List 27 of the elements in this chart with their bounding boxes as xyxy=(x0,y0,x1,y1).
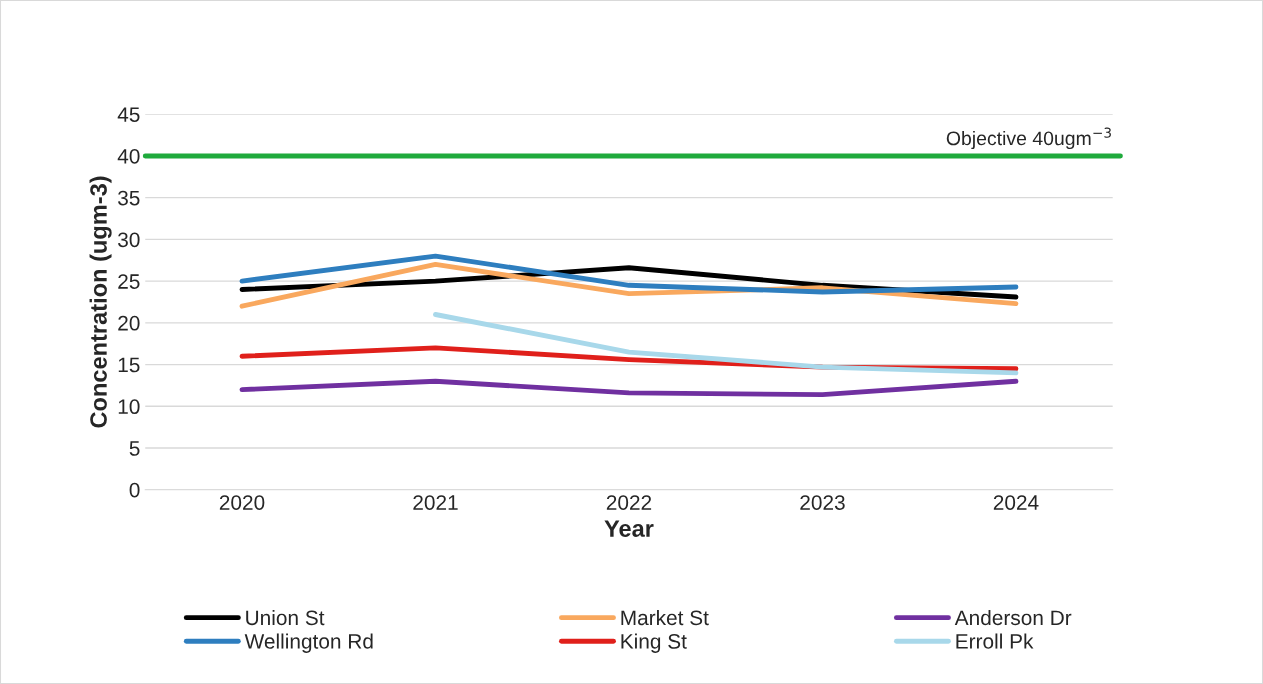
ref-line-label: Objective 40ugm$^{−3}$ xyxy=(946,127,1111,150)
legend-label: Wellington Rd xyxy=(244,633,373,653)
y-tick-label: 40 xyxy=(117,148,140,164)
y-tick-label: 30 xyxy=(118,232,140,248)
legend-label: Anderson Dr xyxy=(954,609,1072,626)
legend-label: Erroll Pk xyxy=(956,633,1034,649)
legend-label: King St xyxy=(621,633,687,653)
y-tick-label: 45 xyxy=(117,107,140,122)
x-tick-label: 2022 xyxy=(606,495,652,510)
x-axis-title: Year xyxy=(604,520,654,537)
y-tick-label: 20 xyxy=(118,315,140,331)
y-tick-label: 0 xyxy=(129,482,140,498)
x-tick-label: 2023 xyxy=(800,495,845,510)
line-series xyxy=(239,253,1019,295)
legend-label: Union St xyxy=(246,609,325,626)
y-axis-title: Concentration (ugm-3) xyxy=(89,176,112,428)
x-tick-label: 2021 xyxy=(413,495,458,510)
y-tick-label: 10 xyxy=(118,399,140,415)
legend-label: Market St xyxy=(621,609,709,626)
x-tick-label: 2024 xyxy=(993,495,1039,510)
y-tick-label: 15 xyxy=(118,357,140,373)
line-series xyxy=(433,312,1019,376)
line-series xyxy=(239,378,1019,398)
y-tick-label: 35 xyxy=(118,190,140,206)
y-tick-label: 25 xyxy=(118,274,140,289)
y-tick-label: 5 xyxy=(129,441,140,456)
x-tick-label: 2020 xyxy=(219,495,265,510)
